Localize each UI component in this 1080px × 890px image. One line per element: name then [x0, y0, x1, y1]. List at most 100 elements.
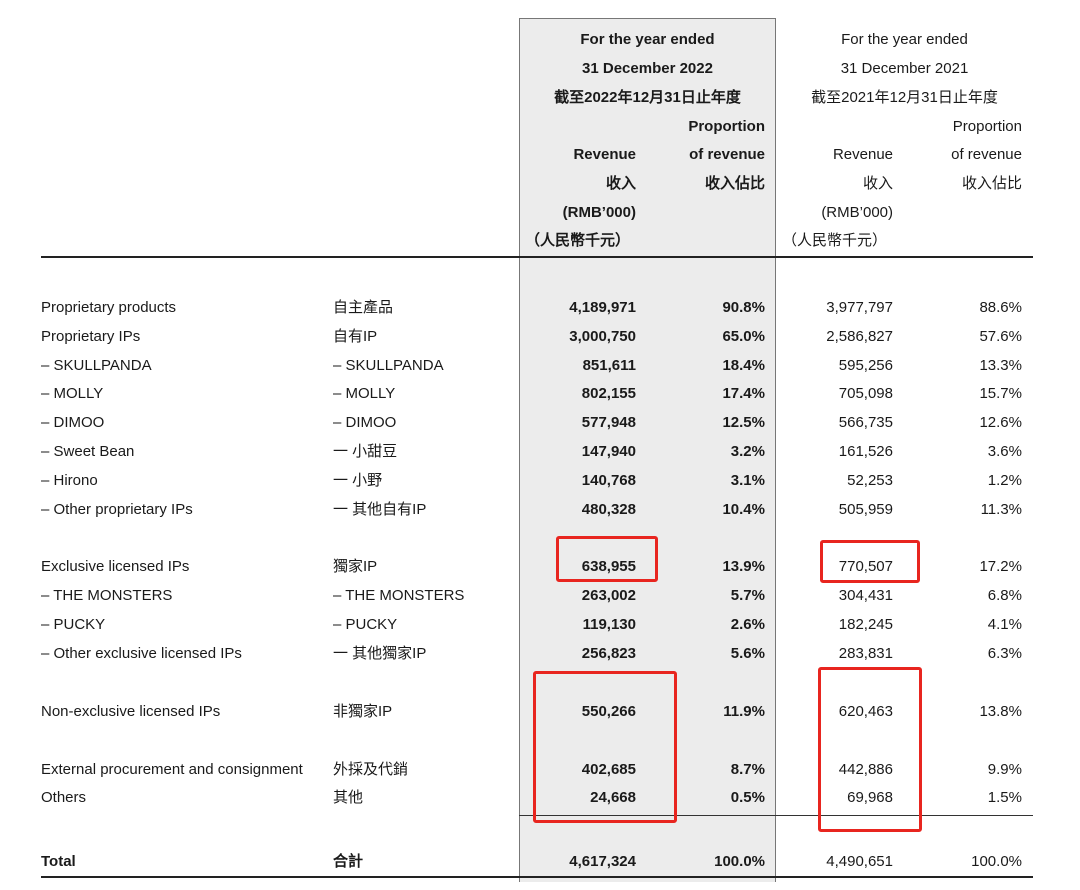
row-label-cn: – THE MONSTERS: [333, 587, 465, 604]
row-proportion-2021: 15.7%: [979, 385, 1022, 402]
row-proportion-2022: 8.7%: [730, 761, 765, 778]
row-label-cn: 一 其他自有IP: [333, 501, 427, 518]
row-proportion-2022: 18.4%: [722, 357, 765, 374]
subtotal-rule-2021: [776, 815, 1033, 816]
row-proportion-2022: 5.6%: [730, 645, 765, 662]
row-revenue-2021: 505,959: [838, 501, 893, 518]
header-2021-revenue: Revenue: [832, 146, 893, 163]
row-revenue-2022: 802,155: [581, 385, 636, 402]
row-revenue-2022: 577,948: [581, 414, 636, 431]
row-revenue-2021: 182,245: [838, 616, 893, 633]
row-revenue-2021: 52,253: [847, 472, 893, 489]
header-rule: [41, 256, 1033, 258]
row-revenue-2021: 566,735: [838, 414, 893, 431]
header-2022-of-revenue: of revenue: [689, 146, 765, 163]
highlight-box-exclusive-2021: [820, 540, 920, 583]
row-label-cn: 獨家IP: [333, 558, 378, 575]
row-proportion-2021: 57.6%: [979, 328, 1022, 345]
header-2022-title-line1: For the year ended: [580, 31, 715, 48]
header-2022-revenue: Revenue: [573, 146, 636, 163]
row-proportion-2022: 13.9%: [722, 558, 765, 575]
row-label-cn: – MOLLY: [333, 385, 396, 402]
row-proportion-2022: 10.4%: [722, 501, 765, 518]
row-label-cn: – DIMOO: [333, 414, 397, 431]
row-proportion-2021: 13.8%: [979, 703, 1022, 720]
row-proportion-2021: 3.6%: [987, 443, 1022, 460]
row-revenue-2022: 402,685: [581, 761, 636, 778]
row-revenue-2022: 147,940: [581, 443, 636, 460]
header-2022-title-line2: 31 December 2022: [582, 60, 713, 77]
row-label-cn: – SKULLPANDA: [333, 357, 444, 374]
total-revenue-2022: 4,617,324: [569, 853, 636, 870]
row-revenue-2022: 24,668: [590, 789, 636, 806]
row-label-en: – Hirono: [41, 472, 98, 489]
header-2021-unit-cn: （人民幣千元）: [782, 232, 888, 249]
row-revenue-2022: 638,955: [581, 558, 636, 575]
row-revenue-2022: 550,266: [581, 703, 636, 720]
highlight-box-nonexclusive-2022: [533, 671, 677, 823]
header-2021-unit: (RMB’000): [821, 204, 893, 221]
row-label-en: – PUCKY: [41, 616, 106, 633]
row-label-en: Non-exclusive licensed IPs: [41, 703, 221, 720]
row-revenue-2022: 119,130: [582, 616, 636, 633]
row-proportion-2022: 65.0%: [722, 328, 765, 345]
highlight-box-nonexclusive-2021: [818, 667, 922, 832]
header-2022-proportion: Proportion: [688, 118, 765, 135]
row-proportion-2021: 1.5%: [987, 789, 1022, 806]
row-revenue-2021: 705,098: [838, 385, 893, 402]
header-2022-revenue-cn: 收入: [605, 175, 636, 192]
row-revenue-2021: 3,977,797: [826, 299, 893, 316]
row-label-en: – Sweet Bean: [41, 443, 135, 460]
row-label-en: Proprietary products: [41, 299, 177, 316]
row-label-en: External procurement and consignment: [41, 761, 303, 778]
row-proportion-2021: 17.2%: [979, 558, 1022, 575]
row-proportion-2022: 2.6%: [730, 616, 765, 633]
highlight-2022-column: [519, 18, 776, 882]
row-label-en: – MOLLY: [41, 385, 104, 402]
subtotal-rule-2022: [519, 815, 776, 816]
row-revenue-2022: 256,823: [581, 645, 636, 662]
row-proportion-2022: 3.2%: [730, 443, 765, 460]
header-2022-unit: (RMB’000): [562, 204, 636, 221]
row-revenue-2021: 770,507: [838, 558, 893, 575]
total-rule: [41, 876, 1033, 878]
row-revenue-2022: 140,768: [581, 472, 636, 489]
total-revenue-2021: 4,490,651: [826, 853, 893, 870]
total-label-en: Total: [41, 853, 76, 870]
row-proportion-2021: 6.8%: [987, 587, 1022, 604]
row-proportion-2021: 6.3%: [987, 645, 1022, 662]
row-revenue-2022: 3,000,750: [569, 328, 636, 345]
row-proportion-2021: 13.3%: [979, 357, 1022, 374]
highlight-box-exclusive-2022: [556, 536, 658, 582]
row-proportion-2022: 0.5%: [730, 789, 765, 806]
row-proportion-2021: 9.9%: [987, 761, 1022, 778]
header-2021-title-line1: For the year ended: [841, 31, 968, 48]
header-2021-of-revenue: of revenue: [951, 146, 1022, 163]
row-proportion-2022: 11.9%: [723, 703, 765, 720]
row-revenue-2021: 2,586,827: [826, 328, 893, 345]
total-proportion-2022: 100.0%: [714, 853, 765, 870]
row-revenue-2021: 620,463: [838, 703, 893, 720]
row-revenue-2021: 442,886: [838, 761, 893, 778]
row-label-cn: 一 小野: [333, 472, 383, 489]
row-proportion-2022: 12.5%: [722, 414, 765, 431]
row-revenue-2022: 263,002: [581, 587, 636, 604]
row-label-en: – Other proprietary IPs: [41, 501, 193, 518]
row-revenue-2021: 69,968: [847, 789, 893, 806]
row-label-en: – DIMOO: [41, 414, 105, 431]
header-2021-proportion: Proportion: [952, 118, 1022, 135]
total-label-cn: 合計: [333, 853, 364, 870]
row-proportion-2021: 1.2%: [987, 472, 1022, 489]
row-label-en: – SKULLPANDA: [41, 357, 152, 374]
header-2021-title-line2: 31 December 2021: [840, 60, 969, 77]
row-label-cn: 其他: [333, 789, 364, 806]
header-2021-proportion-cn: 收入佔比: [961, 175, 1022, 192]
row-proportion-2022: 17.4%: [722, 385, 765, 402]
header-2022-unit-cn: （人民幣千元）: [525, 232, 631, 249]
row-label-cn: 自主產品: [333, 299, 394, 316]
row-proportion-2022: 90.8%: [722, 299, 765, 316]
row-label-en: Exclusive licensed IPs: [41, 558, 190, 575]
row-proportion-2022: 3.1%: [730, 472, 765, 489]
row-proportion-2021: 88.6%: [979, 299, 1022, 316]
row-revenue-2022: 480,328: [581, 501, 636, 518]
